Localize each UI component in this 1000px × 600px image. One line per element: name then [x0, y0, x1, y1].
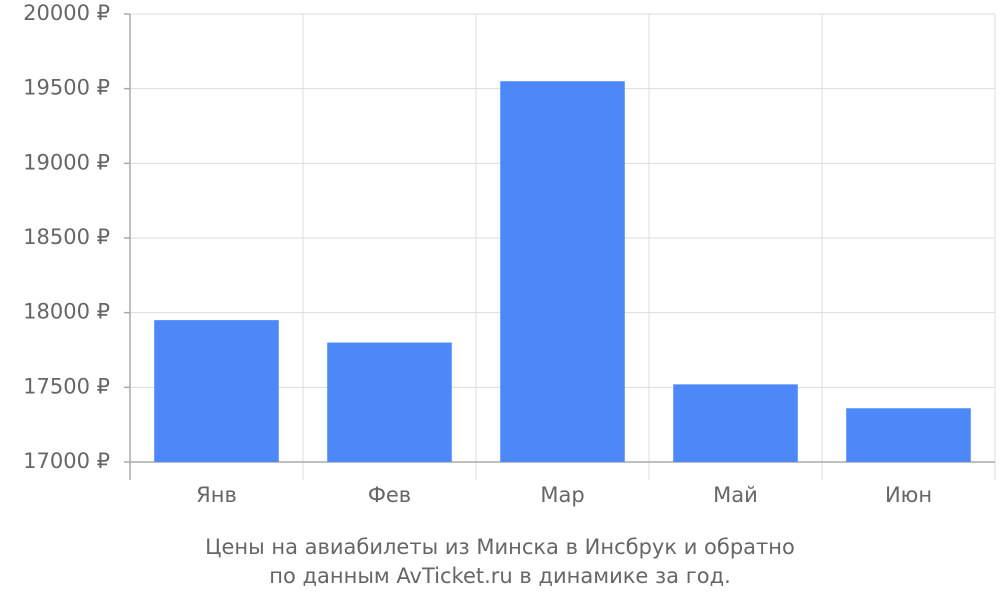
bar — [327, 342, 452, 462]
y-tick-label: 18000 ₽ — [23, 300, 110, 324]
bar — [500, 81, 625, 462]
x-tick-label: Янв — [196, 483, 237, 507]
x-tick-label: Фев — [368, 483, 411, 507]
x-tick-label: Май — [713, 483, 758, 507]
y-tick-label: 20000 ₽ — [23, 1, 110, 25]
y-tick-label: 19500 ₽ — [23, 76, 110, 100]
x-tick-label: Июн — [885, 483, 932, 507]
y-tick-label: 19000 ₽ — [23, 150, 110, 174]
bar — [846, 408, 971, 462]
y-tick-label: 18500 ₽ — [23, 225, 110, 249]
caption-line: по данным AvTicket.ru в динамике за год. — [269, 564, 731, 588]
bar — [673, 384, 798, 462]
y-tick-label: 17000 ₽ — [23, 449, 110, 473]
caption-line: Цены на авиабилеты из Минска в Инсбрук и… — [205, 535, 795, 559]
bar — [154, 320, 279, 462]
x-tick-label: Мар — [540, 483, 584, 507]
y-tick-label: 17500 ₽ — [23, 374, 110, 398]
